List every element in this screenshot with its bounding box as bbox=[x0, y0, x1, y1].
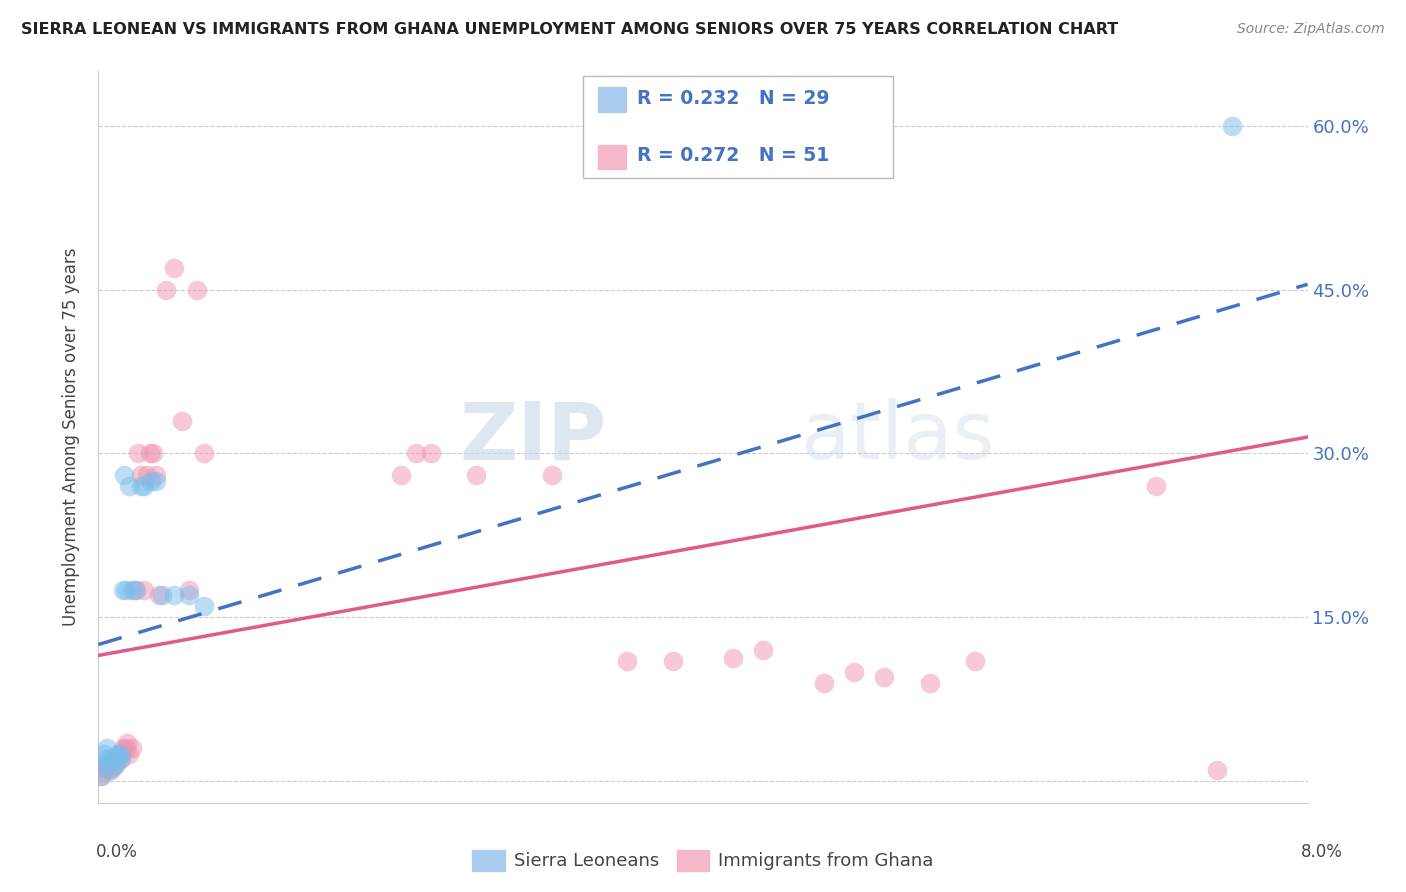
Point bbox=[105, 752, 128, 766]
Point bbox=[1206, 763, 1229, 777]
Point bbox=[145, 474, 167, 488]
Text: atlas: atlas bbox=[800, 398, 994, 476]
Point bbox=[170, 414, 193, 428]
Point bbox=[101, 754, 124, 768]
Point bbox=[141, 474, 163, 488]
Point bbox=[91, 757, 114, 772]
Point bbox=[813, 675, 835, 690]
Point bbox=[873, 670, 896, 684]
Point bbox=[1220, 119, 1243, 133]
Point bbox=[145, 468, 167, 483]
Point bbox=[405, 446, 427, 460]
Point bbox=[661, 654, 683, 668]
Y-axis label: Unemployment Among Seniors over 75 years: Unemployment Among Seniors over 75 years bbox=[62, 248, 80, 626]
Point bbox=[540, 468, 562, 483]
Point bbox=[125, 582, 148, 597]
Point bbox=[139, 446, 162, 460]
Point bbox=[105, 752, 128, 766]
Point bbox=[114, 582, 136, 597]
Point bbox=[93, 761, 115, 775]
Point bbox=[107, 747, 129, 761]
Point bbox=[121, 741, 143, 756]
Point bbox=[94, 757, 117, 772]
Point bbox=[110, 752, 132, 766]
Point bbox=[101, 754, 124, 768]
Point bbox=[124, 582, 146, 597]
Point bbox=[98, 763, 121, 777]
Text: SIERRA LEONEAN VS IMMIGRANTS FROM GHANA UNEMPLOYMENT AMONG SENIORS OVER 75 YEARS: SIERRA LEONEAN VS IMMIGRANTS FROM GHANA … bbox=[21, 22, 1118, 37]
Point bbox=[104, 757, 127, 772]
Point bbox=[132, 479, 155, 493]
Point bbox=[135, 468, 157, 483]
Text: 0.0%: 0.0% bbox=[96, 843, 138, 861]
Point bbox=[90, 768, 112, 782]
Point bbox=[163, 260, 186, 275]
Point bbox=[90, 768, 112, 782]
Point bbox=[193, 599, 215, 614]
Point bbox=[111, 741, 134, 756]
Point bbox=[98, 752, 121, 766]
Text: Source: ZipAtlas.com: Source: ZipAtlas.com bbox=[1237, 22, 1385, 37]
Point bbox=[112, 468, 135, 483]
Point bbox=[723, 650, 745, 665]
Point bbox=[163, 588, 186, 602]
Point bbox=[465, 468, 488, 483]
Point bbox=[186, 283, 208, 297]
Point bbox=[965, 654, 987, 668]
Point bbox=[118, 747, 141, 761]
Point bbox=[115, 736, 138, 750]
Point bbox=[142, 446, 165, 460]
Point bbox=[100, 761, 122, 775]
Text: R = 0.232   N = 29: R = 0.232 N = 29 bbox=[637, 89, 830, 108]
Point bbox=[107, 752, 129, 766]
Point bbox=[1146, 479, 1168, 493]
Text: ZIP: ZIP bbox=[458, 398, 606, 476]
Point bbox=[121, 582, 143, 597]
Point bbox=[103, 754, 125, 768]
Point bbox=[112, 743, 135, 757]
Point bbox=[100, 763, 122, 777]
Legend: Sierra Leoneans, Immigrants from Ghana: Sierra Leoneans, Immigrants from Ghana bbox=[465, 843, 941, 878]
Point bbox=[148, 588, 170, 602]
Point bbox=[93, 747, 115, 761]
Point bbox=[193, 446, 215, 460]
Point bbox=[108, 747, 131, 761]
Point bbox=[918, 675, 941, 690]
Point bbox=[91, 765, 114, 780]
Text: 8.0%: 8.0% bbox=[1301, 843, 1343, 861]
Point bbox=[129, 479, 152, 493]
Point bbox=[108, 752, 131, 766]
Point bbox=[150, 588, 173, 602]
Point bbox=[118, 479, 141, 493]
Point bbox=[111, 582, 134, 597]
Point bbox=[179, 582, 201, 597]
Point bbox=[420, 446, 443, 460]
Point bbox=[132, 582, 155, 597]
Point bbox=[179, 588, 201, 602]
Point bbox=[389, 468, 412, 483]
Point bbox=[127, 446, 149, 460]
Point bbox=[103, 750, 125, 764]
Point bbox=[616, 654, 638, 668]
Point bbox=[752, 643, 775, 657]
Point bbox=[104, 757, 127, 772]
Point bbox=[155, 283, 177, 297]
Point bbox=[96, 757, 118, 772]
Point bbox=[844, 665, 866, 679]
Point bbox=[94, 752, 117, 766]
Point bbox=[110, 747, 132, 761]
Text: R = 0.272   N = 51: R = 0.272 N = 51 bbox=[637, 146, 830, 165]
Point bbox=[114, 741, 136, 756]
Point bbox=[96, 741, 118, 756]
Point bbox=[129, 468, 152, 483]
